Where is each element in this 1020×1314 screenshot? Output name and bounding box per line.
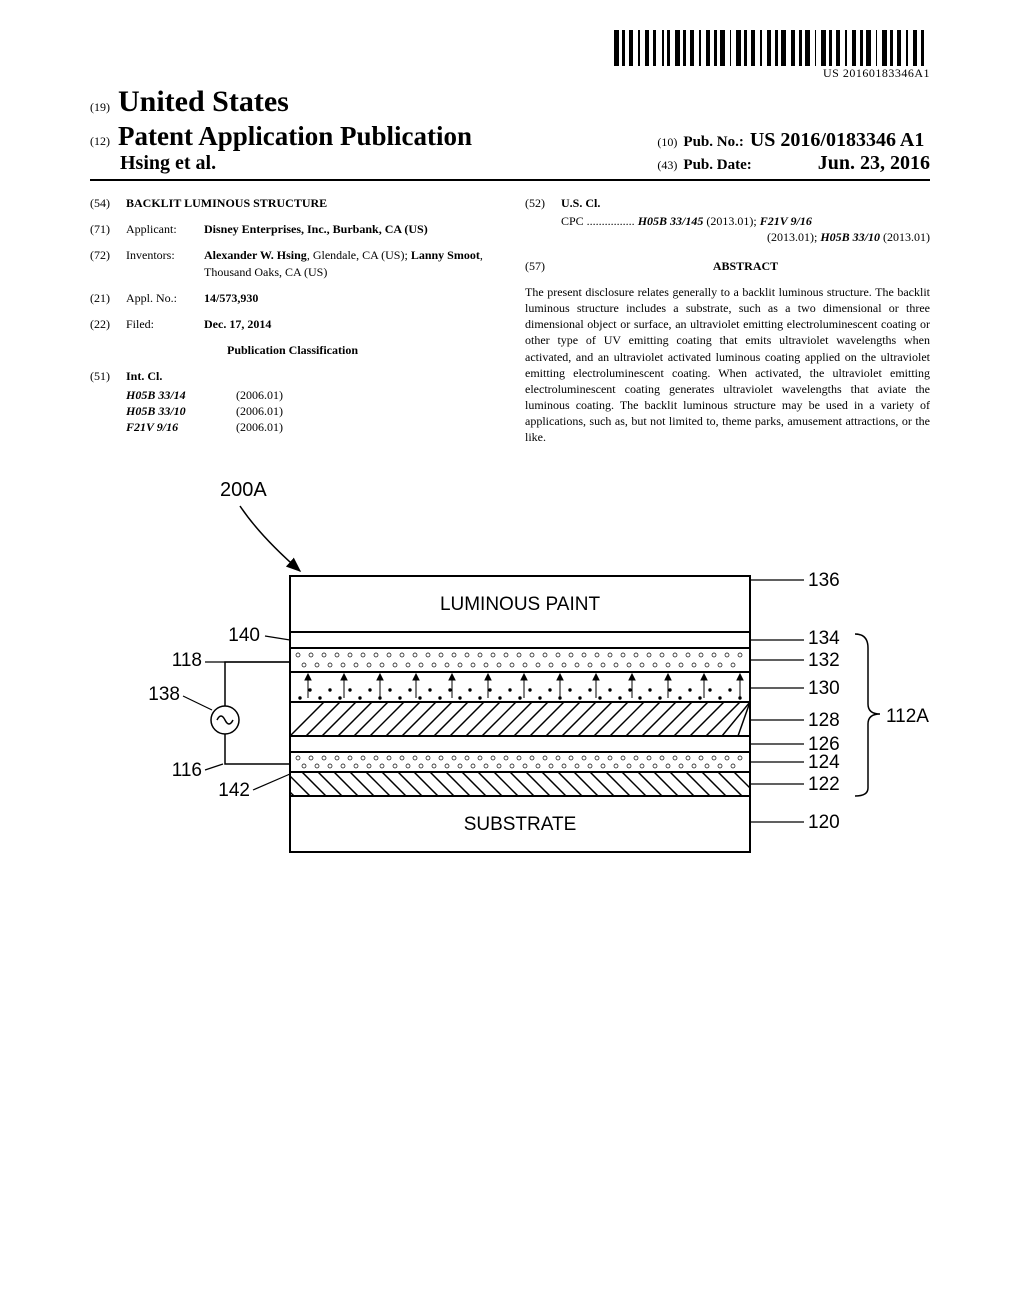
header-left: (12) Patent Application Publication Hsin… xyxy=(90,121,647,175)
filed-value: Dec. 17, 2014 xyxy=(204,316,495,332)
fig-label-132: 132 xyxy=(808,650,840,671)
us-cl-row: (52) U.S. Cl. xyxy=(525,195,930,211)
field-label: Inventors: xyxy=(126,247,204,279)
int-cl-year: (2006.01) xyxy=(236,419,283,435)
int-cl-code: F21V 9/16 xyxy=(126,419,236,435)
int-cl-list: H05B 33/14 (2006.01) H05B 33/10 (2006.01… xyxy=(126,387,495,436)
field-label: Filed: xyxy=(126,316,204,332)
fig-label-122: 122 xyxy=(808,774,840,795)
fig-label-134: 134 xyxy=(808,628,840,649)
fig-label-120: 120 xyxy=(808,812,840,833)
item-10: (10) xyxy=(657,135,677,150)
fig-label-112a: 112A xyxy=(886,706,929,727)
int-cl-row: (51) Int. Cl. xyxy=(90,368,495,384)
abstract-title: ABSTRACT xyxy=(561,258,930,274)
field-num: (72) xyxy=(90,247,126,279)
int-cl-year: (2006.01) xyxy=(236,403,283,419)
pub-no-value: US 2016/0183346 A1 xyxy=(750,129,924,152)
fig-label-138: 138 xyxy=(148,684,180,705)
field-num: (22) xyxy=(90,316,126,332)
appl-no-value: 14/573,930 xyxy=(204,290,495,306)
figure-area: 200A LUMINOUS PAINT SUBSTRATE xyxy=(90,476,930,936)
fig-label-130: 130 xyxy=(808,678,840,699)
item-43: (43) xyxy=(657,158,677,173)
int-cl-item: H05B 33/14 (2006.01) xyxy=(126,387,495,403)
int-cl-label: Int. Cl. xyxy=(126,368,495,384)
left-column: (54) BACKLIT LUMINOUS STRUCTURE (71) App… xyxy=(90,195,495,446)
fig-substrate-label: SUBSTRATE xyxy=(464,814,577,835)
cpc-line-2: (2013.01); H05B 33/10 (2013.01) xyxy=(525,229,930,245)
field-num: (52) xyxy=(525,195,561,211)
field-num: (21) xyxy=(90,290,126,306)
barcode-number: US 20160183346A1 xyxy=(90,66,930,81)
cpc-code-2: F21V 9/16 xyxy=(760,214,812,228)
fig-label-136: 136 xyxy=(808,570,840,591)
fig-label-116: 116 xyxy=(172,760,202,781)
inventor-1: Alexander W. Hsing xyxy=(204,248,307,262)
pub-no-label: Pub. No.: xyxy=(683,134,743,151)
fig-luminous-paint-label: LUMINOUS PAINT xyxy=(440,594,601,615)
title-row: (54) BACKLIT LUMINOUS STRUCTURE xyxy=(90,195,495,211)
fig-label-140: 140 xyxy=(228,625,260,646)
inventor-2: Lanny Smoot xyxy=(411,248,480,262)
pub-classification-heading: Publication Classification xyxy=(90,342,495,358)
int-cl-code: H05B 33/14 xyxy=(126,387,236,403)
filed-row: (22) Filed: Dec. 17, 2014 xyxy=(90,316,495,332)
item-12: (12) xyxy=(90,134,110,149)
applicant-value: Disney Enterprises, Inc., Burbank, CA (U… xyxy=(204,222,428,236)
cpc-code-1: H05B 33/145 xyxy=(638,214,704,228)
int-cl-item: H05B 33/10 (2006.01) xyxy=(126,403,495,419)
cpc-year-1: (2013.01); xyxy=(706,214,756,228)
abstract-text: The present disclosure relates generally… xyxy=(525,284,930,446)
int-cl-code: H05B 33/10 xyxy=(126,403,236,419)
fig-label-200a: 200A xyxy=(220,479,267,501)
field-num: (71) xyxy=(90,221,126,237)
right-column: (52) U.S. Cl. CPC ................ H05B … xyxy=(525,195,930,446)
cpc-year-3: (2013.01) xyxy=(883,230,930,244)
abstract-row: (57) ABSTRACT xyxy=(525,258,930,280)
fig-label-128: 128 xyxy=(808,710,840,731)
country-title: United States xyxy=(118,85,289,119)
barcode-graphic: (function(){ const d = JSON.parse(docume… xyxy=(614,30,930,66)
patent-title: BACKLIT LUMINOUS STRUCTURE xyxy=(126,195,495,211)
inventors-row: (72) Inventors: Alexander W. Hsing, Glen… xyxy=(90,247,495,279)
header-main: (12) Patent Application Publication Hsin… xyxy=(90,121,930,181)
header-top: (19) United States xyxy=(90,85,930,119)
header-right: (10) Pub. No.: US 2016/0183346 A1 (43) P… xyxy=(647,129,930,175)
inventors-text: Alexander W. Hsing, Glendale, CA (US); L… xyxy=(204,247,495,279)
item-19: (19) xyxy=(90,100,110,115)
authors-line: Hsing et al. xyxy=(120,152,647,175)
field-num: (51) xyxy=(90,368,126,384)
fig-label-118: 118 xyxy=(172,650,202,671)
field-label: Appl. No.: xyxy=(126,290,204,306)
field-num: (54) xyxy=(90,195,126,211)
applicant-row: (71) Applicant: Disney Enterprises, Inc.… xyxy=(90,221,495,237)
field-num: (57) xyxy=(525,258,561,280)
publication-type: Patent Application Publication xyxy=(118,121,472,152)
appl-no-row: (21) Appl. No.: 14/573,930 xyxy=(90,290,495,306)
cpc-prefix: CPC ................ xyxy=(561,214,635,228)
fig-label-142: 142 xyxy=(218,780,250,801)
us-cl-label: U.S. Cl. xyxy=(561,195,930,211)
fig-label-124: 124 xyxy=(808,752,840,773)
field-label: Applicant: xyxy=(126,221,204,237)
applicant-text: Disney Enterprises, Inc., Burbank, CA (U… xyxy=(204,221,495,237)
cpc-year-2: (2013.01); xyxy=(767,230,817,244)
cpc-line-1: CPC ................ H05B 33/145 (2013.0… xyxy=(561,213,930,229)
barcode-section: (function(){ const d = JSON.parse(docume… xyxy=(90,30,930,81)
cpc-code-3: H05B 33/10 xyxy=(820,230,880,244)
int-cl-year: (2006.01) xyxy=(236,387,283,403)
int-cl-item: F21V 9/16 (2006.01) xyxy=(126,419,495,435)
pub-date-label: Pub. Date: xyxy=(683,157,751,174)
body-columns: (54) BACKLIT LUMINOUS STRUCTURE (71) App… xyxy=(90,195,930,446)
pub-date-value: Jun. 23, 2016 xyxy=(818,152,930,175)
patent-figure: 200A LUMINOUS PAINT SUBSTRATE xyxy=(90,476,930,936)
